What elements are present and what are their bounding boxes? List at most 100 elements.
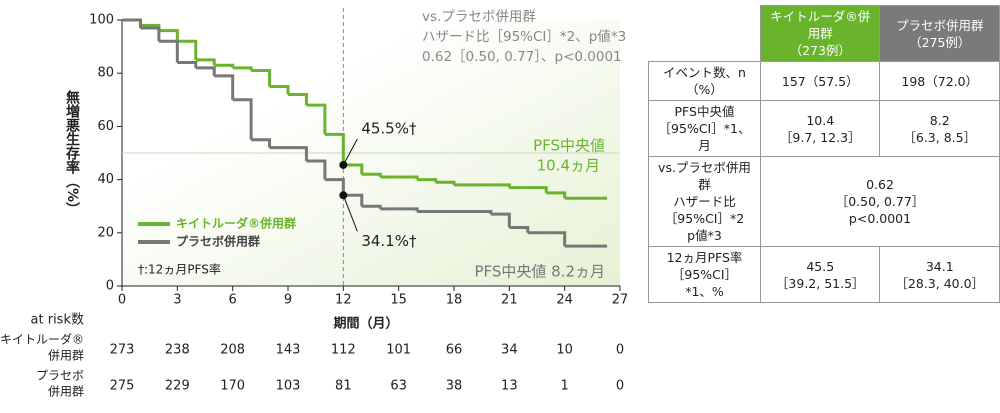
cell-text: 10.4 — [806, 112, 835, 128]
table-row: vs.プラセボ併用群 ハザード比 ［95%CI］*2 p値*3 0.62 ［0.50, 0… — [648, 156, 1000, 247]
survival-step — [324, 132, 345, 165]
x-tick-label: 3 — [173, 293, 181, 308]
cell-text: vs.プラセボ併用群 — [658, 160, 751, 192]
cell-text: ［9.7, 12.3］ — [779, 129, 861, 145]
cell-text: 45.5 — [806, 258, 835, 274]
survival-step — [122, 18, 142, 28]
table-row: イベント数、n（%） 157（57.5） 198（72.0） — [648, 61, 1000, 101]
survival-step — [251, 69, 272, 87]
table-cell: 10.4 ［9.7, 12.3］ — [759, 100, 881, 157]
at-risk-value: 101 — [386, 343, 411, 358]
cell-text: キイトルーダ®併用群 — [770, 9, 871, 41]
cell-text: ［6.3, 8.5］ — [903, 129, 977, 145]
table-cell: 198（72.0） — [879, 61, 1000, 101]
cell-text: プラセボ併用群 — [895, 17, 984, 33]
landmark-leader — [342, 138, 358, 166]
x-tick-label: 0 — [118, 293, 126, 308]
survival-step — [269, 85, 290, 95]
survival-step — [140, 26, 161, 42]
y-tick-label: 60 — [97, 119, 114, 134]
at-risk-value: 273 — [110, 343, 135, 358]
cell-text: 12ヵ月PFS率 — [666, 250, 743, 265]
landmark-leader — [342, 195, 358, 232]
cell-text: ［95%CI］*1、月 — [658, 121, 751, 153]
survival-step — [527, 186, 548, 193]
cell-text: ［95%CI］*1、% — [671, 267, 738, 299]
table-cell: 45.5 ［39.2, 51.5］ — [759, 246, 881, 303]
legend-label: プラセボ併用群 — [176, 234, 260, 249]
table-cell: 8.2 ［6.3, 8.5］ — [879, 100, 1000, 157]
at-risk-value: 0 — [616, 379, 624, 394]
at-risk-value: 63 — [390, 379, 407, 394]
legend-note: †:12ヵ月PFS率 — [138, 262, 221, 277]
cell-text: ［39.2, 51.5］ — [775, 275, 865, 291]
at-risk-value: 0 — [616, 343, 624, 358]
at-risk-group: 併用群 — [48, 349, 84, 363]
at-risk-value: 143 — [276, 343, 301, 358]
at-risk-value: 81 — [335, 379, 352, 394]
median-label: PFS中央値 8.2ヵ月 — [474, 263, 605, 281]
cell-text: ハザード比 — [673, 194, 736, 209]
survival-step — [306, 103, 327, 135]
x-tick-label: 21 — [501, 293, 518, 308]
at-risk-title: at risk数 — [31, 313, 84, 328]
survival-step — [288, 92, 308, 106]
survival-step — [232, 66, 253, 71]
table-cell: 157（57.5） — [759, 61, 881, 101]
cell-text: ［0.50, 0.77］ — [835, 194, 925, 209]
cell-text: 8.2 — [929, 112, 950, 128]
survival-step — [232, 98, 253, 140]
column-header: プラセボ併用群 （275例） — [879, 5, 1000, 62]
survival-step — [490, 212, 511, 228]
survival-step — [158, 29, 179, 42]
cell-text: ［28.3, 40.0］ — [895, 275, 985, 291]
survival-step — [361, 172, 382, 177]
x-tick-label: 18 — [446, 293, 463, 308]
cell-text: 34.1 — [925, 258, 954, 274]
at-risk-value: 1 — [561, 379, 569, 394]
at-risk-value: 170 — [220, 379, 245, 394]
survival-step — [158, 39, 179, 63]
cell-text: 0.62 — [866, 177, 894, 192]
hazard-annotation: 0.62［0.50, 0.77］、p<0.0001 — [422, 49, 622, 65]
at-risk-group: 併用群 — [48, 385, 84, 399]
table-row: 12ヵ月PFS率 ［95%CI］*1、% 45.5 ［39.2, 51.5］ 34.1 ［… — [648, 246, 1000, 303]
row-header: PFS中央値 ［95%CI］*1、月 — [648, 100, 761, 157]
cell-text: イベント数、n（%） — [663, 65, 746, 97]
landmark-label: 45.5%† — [361, 119, 417, 137]
hazard-annotation: vs.プラセボ併用群 — [422, 9, 536, 25]
row-header: vs.プラセボ併用群 ハザード比 ［95%CI］*2 p値*3 — [648, 156, 761, 247]
x-tick-label: 6 — [229, 293, 237, 308]
survival-step — [546, 231, 567, 247]
survival-step — [361, 204, 382, 209]
legend-label: キイトルーダ®併用群 — [176, 216, 296, 231]
at-risk-value: 38 — [446, 379, 463, 394]
row-header: イベント数、n（%） — [648, 61, 761, 101]
table-row: PFS中央値 ［95%CI］*1、月 10.4 ［9.7, 12.3］ 8.2 ［6.3,… — [648, 100, 1000, 157]
survival-step — [343, 163, 364, 175]
y-tick-label: 100 — [89, 13, 114, 28]
cell-text: PFS中央値 — [674, 104, 735, 119]
column-header: キイトルーダ®併用群 （273例） — [759, 5, 881, 62]
survival-step — [177, 39, 198, 60]
at-risk-value: 34 — [501, 343, 518, 358]
survival-step — [306, 159, 327, 180]
row-header: 12ヵ月PFS率 ［95%CI］*1、% — [648, 246, 761, 303]
survival-step — [251, 138, 272, 148]
table-cell: 34.1 ［28.3, 40.0］ — [879, 246, 1000, 303]
survival-step — [398, 207, 419, 212]
median-label: 10.4ヵ月 — [537, 157, 600, 175]
cell-text: p値*3 — [687, 228, 722, 243]
x-tick-label: 9 — [284, 293, 292, 308]
at-risk-value: 238 — [165, 343, 190, 358]
at-risk-value: 10 — [556, 343, 573, 358]
survival-step — [288, 146, 308, 161]
at-risk-group: キイトルーダ® — [0, 332, 84, 347]
x-axis-label: 期間（月） — [333, 316, 398, 332]
summary-table: キイトルーダ®併用群 （273例） プラセボ併用群 （275例） イベント数、n（%） 1… — [648, 5, 1000, 303]
y-tick-label: 40 — [97, 172, 114, 187]
at-risk-value: 275 — [110, 379, 135, 394]
cell-text: （273例） — [789, 43, 851, 58]
survival-step — [546, 191, 567, 199]
